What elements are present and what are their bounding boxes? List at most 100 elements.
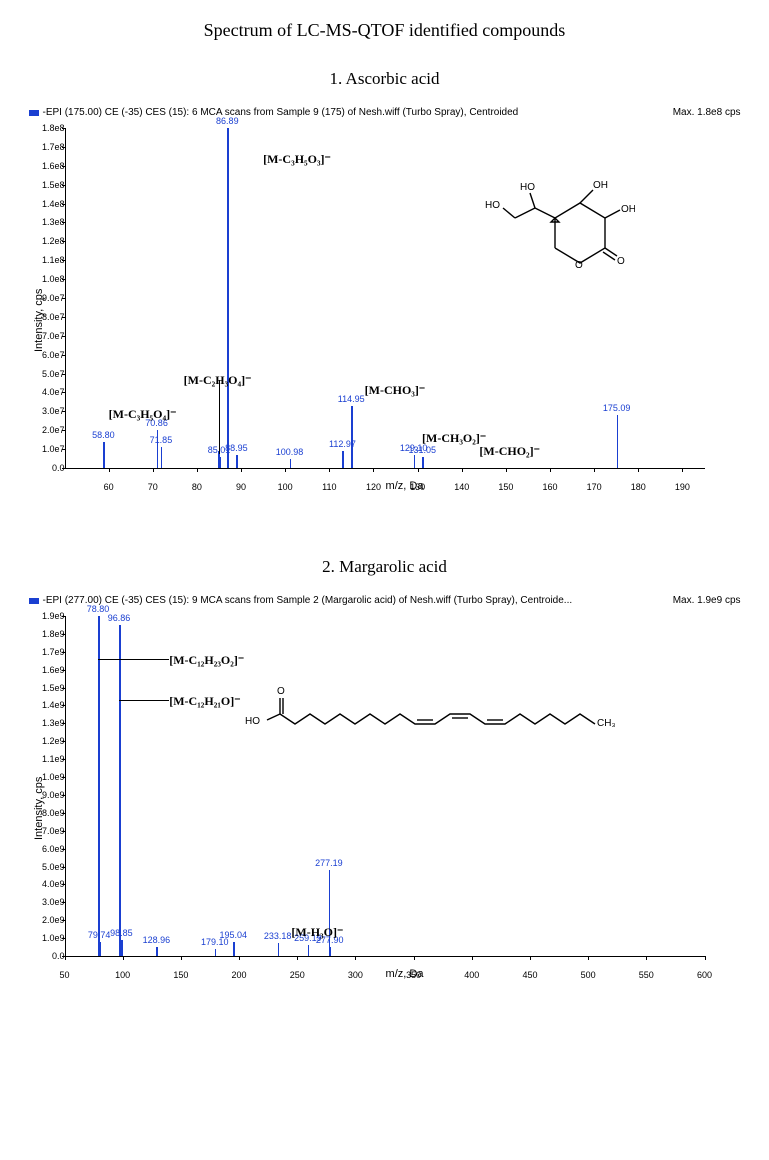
spectrum-peak bbox=[119, 625, 121, 956]
compound2-spectrum: -EPI (277.00) CE (-35) CES (15): 9 MCA s… bbox=[25, 595, 745, 1005]
y-tick: 1.2e9 bbox=[31, 737, 65, 746]
y-tick: 1.1e8 bbox=[31, 256, 65, 265]
peak-label: 58.80 bbox=[92, 430, 115, 440]
y-tick: 7.0e9 bbox=[31, 827, 65, 836]
x-tick: 170 bbox=[587, 483, 602, 492]
x-tick: 130 bbox=[410, 483, 425, 492]
svg-text:OH: OH bbox=[621, 204, 635, 215]
fragment-annotation: [M-C₃H₅O₃]⁻ bbox=[263, 152, 331, 167]
compound1-scan-header: -EPI (175.00) CE (-35) CES (15): 6 MCA s… bbox=[25, 107, 745, 118]
y-tick: 1.7e8 bbox=[31, 143, 65, 152]
margarolic-acid-structure: HO O CH₃ bbox=[245, 676, 645, 746]
y-axis-line bbox=[65, 128, 66, 468]
x-tick: 500 bbox=[581, 971, 596, 980]
peak-label: 98.85 bbox=[110, 928, 133, 938]
peak-label: 114.95 bbox=[338, 394, 365, 404]
x-tick: 200 bbox=[232, 971, 247, 980]
y-tick: 1.0e7 bbox=[31, 445, 65, 454]
fragment-annotation: [M-C₁₂H₂₁O]⁻ bbox=[169, 694, 240, 709]
compound1-max-label: Max. 1.8e8 cps bbox=[673, 107, 741, 118]
y-tick: 3.0e7 bbox=[31, 407, 65, 416]
spectrum-peak bbox=[156, 947, 158, 956]
spectrum-peak bbox=[121, 940, 123, 956]
compound1-spectrum: -EPI (175.00) CE (-35) CES (15): 6 MCA s… bbox=[25, 107, 745, 517]
peak-label: 96.86 bbox=[108, 613, 131, 623]
x-tick: 450 bbox=[522, 971, 537, 980]
peak-label: 79.74 bbox=[88, 930, 111, 940]
peak-label: 277.19 bbox=[315, 858, 343, 868]
y-tick: 1.7e9 bbox=[31, 648, 65, 657]
spectrum-peak bbox=[219, 457, 221, 468]
y-tick: 1.2e8 bbox=[31, 237, 65, 246]
compound1-heading: 1. Ascorbic acid bbox=[0, 69, 769, 89]
peak-label: 88.95 bbox=[225, 443, 248, 453]
svg-text:HO: HO bbox=[485, 200, 500, 211]
y-tick: 9.0e7 bbox=[31, 294, 65, 303]
y-tick: 0.0 bbox=[31, 464, 65, 473]
fragment-annotation: [M-CH₃O₂]⁻ bbox=[422, 431, 486, 446]
fragment-annotation: [M-C₁₂H₂₃O₂]⁻ bbox=[169, 653, 244, 668]
spectrum-peak bbox=[342, 451, 344, 468]
x-tick: 190 bbox=[675, 483, 690, 492]
spectrum-peak bbox=[422, 457, 424, 468]
svg-text:HO: HO bbox=[520, 182, 535, 193]
svg-text:O: O bbox=[277, 686, 285, 697]
peak-label: 86.89 bbox=[216, 116, 239, 126]
svg-text:CH₃: CH₃ bbox=[597, 718, 616, 729]
spectrum-peak bbox=[99, 942, 101, 956]
compound2-heading: 2. Margarolic acid bbox=[0, 557, 769, 577]
fragment-annotation: [M-C₂H₃O₄]⁻ bbox=[184, 373, 252, 388]
peak-label: 78.80 bbox=[87, 604, 110, 614]
y-tick: 1.6e8 bbox=[31, 162, 65, 171]
y-tick: 1.0e9 bbox=[31, 773, 65, 782]
compound2-plot-area: Intensity, cps HO O CH₃ 0.01.0e92.0e93.0… bbox=[65, 616, 705, 966]
y-tick: 1.4e8 bbox=[31, 200, 65, 209]
y-tick: 1.6e9 bbox=[31, 666, 65, 675]
peak-label: 175.09 bbox=[603, 403, 631, 413]
spectrum-peak bbox=[278, 943, 280, 956]
y-tick: 3.0e9 bbox=[31, 898, 65, 907]
peak-label: 100.98 bbox=[276, 447, 304, 457]
spectrum-peak bbox=[330, 947, 332, 956]
y-tick: 1.0e8 bbox=[31, 275, 65, 284]
annotation-line bbox=[98, 659, 169, 660]
y-tick: 5.0e7 bbox=[31, 370, 65, 379]
svg-text:OH: OH bbox=[593, 180, 608, 191]
x-tick: 60 bbox=[104, 483, 114, 492]
compound2-scan-info: -EPI (277.00) CE (-35) CES (15): 9 MCA s… bbox=[43, 595, 573, 606]
y-tick: 8.0e7 bbox=[31, 313, 65, 322]
y-tick: 9.0e9 bbox=[31, 791, 65, 800]
y-tick: 7.0e7 bbox=[31, 332, 65, 341]
x-tick: 400 bbox=[464, 971, 479, 980]
x-tick: 550 bbox=[639, 971, 654, 980]
y-tick: 1.1e9 bbox=[31, 755, 65, 764]
peak-label: 131.05 bbox=[408, 445, 436, 455]
y-axis-line bbox=[65, 616, 66, 956]
x-tick: 70 bbox=[148, 483, 158, 492]
y-tick: 5.0e9 bbox=[31, 863, 65, 872]
spectrum-peak bbox=[351, 406, 353, 468]
annotation-line bbox=[119, 700, 169, 701]
spectrum-peak bbox=[227, 128, 229, 468]
peak-label: 71.85 bbox=[150, 435, 173, 445]
y-tick: 1.5e8 bbox=[31, 181, 65, 190]
y-tick: 1.5e9 bbox=[31, 684, 65, 693]
compound1-scan-info: -EPI (175.00) CE (-35) CES (15): 6 MCA s… bbox=[43, 107, 519, 118]
spectrum-peak bbox=[414, 455, 416, 468]
x-tick: 160 bbox=[543, 483, 558, 492]
y-tick: 2.0e7 bbox=[31, 426, 65, 435]
y-tick: 4.0e7 bbox=[31, 388, 65, 397]
y-tick: 1.8e8 bbox=[31, 124, 65, 133]
x-tick: 140 bbox=[454, 483, 469, 492]
peak-label: 128.96 bbox=[143, 935, 171, 945]
x-tick: 110 bbox=[322, 483, 336, 492]
spectrum-peak bbox=[236, 455, 238, 468]
y-tick: 1.3e8 bbox=[31, 218, 65, 227]
svg-text:HO: HO bbox=[245, 716, 260, 727]
y-tick: 1.8e9 bbox=[31, 630, 65, 639]
x-tick: 150 bbox=[173, 971, 188, 980]
x-tick: 250 bbox=[290, 971, 305, 980]
fragment-annotation: [M-CHO₂]⁻ bbox=[479, 444, 540, 459]
y-tick: 2.0e9 bbox=[31, 916, 65, 925]
annotation-line bbox=[219, 380, 220, 455]
